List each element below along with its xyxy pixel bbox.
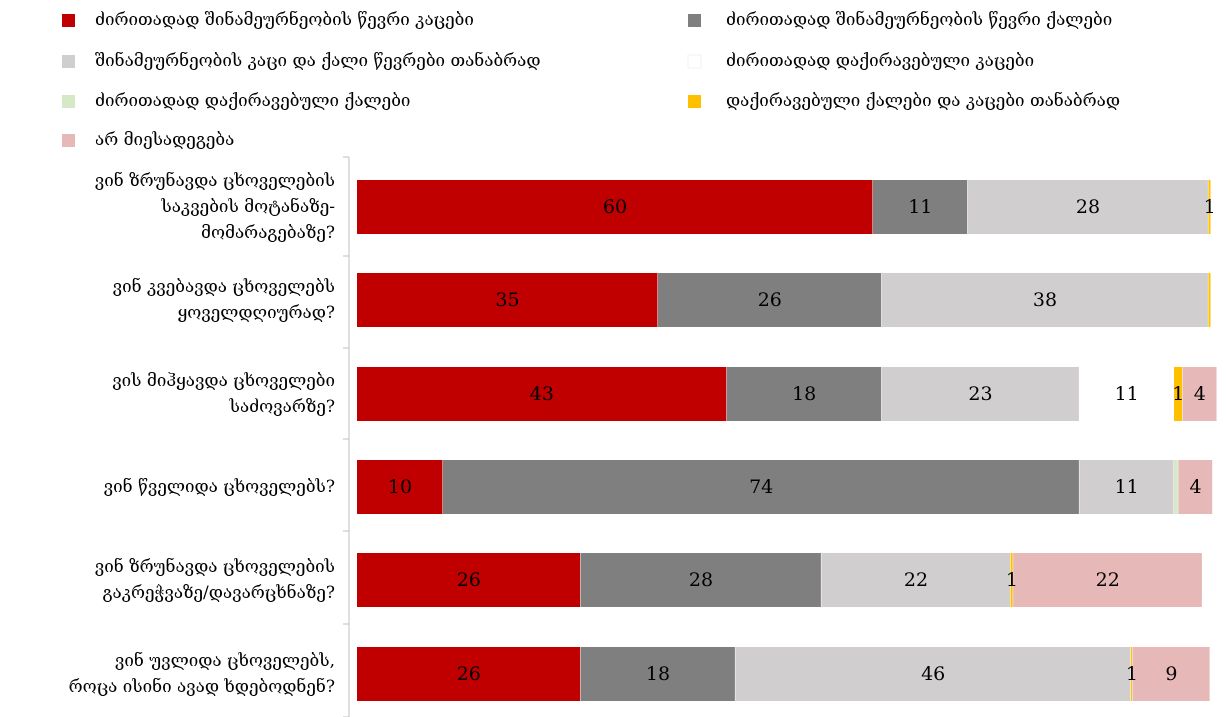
- legend-swatch-5: [688, 95, 701, 108]
- category-label-0-0: ვინ ზრუნავდა ცხოველების: [95, 171, 335, 191]
- bar-segment-5-1: [580, 647, 735, 701]
- category-label-5-1: როცა ისინი ავად ხდებოდნენ?: [69, 677, 335, 697]
- bar-segment-5-2: [735, 647, 1131, 701]
- data-label-4-6: 22: [1096, 569, 1120, 591]
- category-label-2-1: საძოვარზე?: [229, 397, 335, 417]
- bar-segment-1-5: [1208, 273, 1211, 327]
- data-label-4-2: 22: [904, 569, 928, 591]
- bar-segment-3-4: [1174, 460, 1178, 514]
- bar-segment-2-6: [1182, 367, 1217, 421]
- data-label-3-0: 10: [388, 476, 412, 498]
- data-label-2-5: 1: [1172, 383, 1184, 405]
- bar-segment-3-1: [443, 460, 1079, 514]
- legend-swatch-4: [62, 95, 75, 108]
- legend-swatch-1: [688, 14, 701, 27]
- data-label-0-0: 60: [603, 196, 627, 218]
- bar-segment-2-1: [726, 367, 882, 421]
- legend-label-2: შინამეურნეობის კაცი და ქალი წევრები თანა…: [95, 51, 541, 71]
- bar-segment-4-2: [821, 553, 1011, 607]
- legend: ძირითადად შინამეურნეობის წევრი კაცები ძირ…: [62, 10, 1120, 150]
- legend-swatch-3: [687, 54, 702, 69]
- data-label-2-1: 18: [792, 383, 816, 405]
- legend-swatch-6: [62, 134, 75, 147]
- legend-swatch-2: [62, 55, 75, 68]
- category-label-1-1: ყოველდღიურად?: [178, 303, 335, 323]
- category-label-4-0: ვინ ზრუნავდა ცხოველების: [95, 557, 335, 577]
- bar-segment-1-2: [881, 273, 1208, 327]
- data-label-2-3: 11: [1115, 383, 1139, 405]
- bar-segment-1-1: [658, 273, 882, 327]
- legend-label-1: ძირითადად შინამეურნეობის წევრი ქალები: [726, 10, 1112, 30]
- data-label-2-2: 23: [968, 383, 992, 405]
- bar-segment-1-0: [357, 273, 658, 327]
- legend-label-5: დაქირავებული ქალები და კაცები თანაბრად: [726, 91, 1120, 111]
- bar-segment-2-3: [1079, 367, 1174, 421]
- bar-segment-2-2: [881, 367, 1079, 421]
- bar-segment-4-6: [1013, 553, 1202, 607]
- legend-label-3: ძირითადად დაქირავებული კაცები: [726, 51, 1034, 71]
- category-label-2-0: ვის მიჰყავდა ცხოველები: [112, 371, 335, 391]
- data-label-4-0: 26: [457, 569, 481, 591]
- bar-segment-5-5: [1131, 647, 1133, 701]
- bar-segment-4-5: [1010, 553, 1013, 607]
- bar-segment-2-0: [357, 367, 727, 421]
- category-axis-ticks: [343, 156, 349, 717]
- data-label-2-6: 4: [1194, 383, 1206, 405]
- data-label-5-0: 26: [457, 663, 481, 685]
- data-label-3-1: 74: [749, 476, 773, 498]
- bar-segment-2-5: [1174, 367, 1183, 421]
- data-label-0-1: 11: [908, 196, 932, 218]
- bar-segment-3-6: [1178, 460, 1213, 514]
- category-label-1-0: ვინ კვებავდა ცხოველებს: [113, 277, 335, 297]
- bar-segment-3-0: [357, 460, 443, 514]
- legend-label-6: არ მიესადეგება: [95, 130, 234, 150]
- data-label-1-1: 26: [758, 289, 782, 311]
- data-label-5-5: 1: [1126, 663, 1138, 685]
- bar-segment-0-2: [967, 180, 1208, 234]
- data-label-5-1: 18: [646, 663, 670, 685]
- data-label-3-6: 4: [1189, 476, 1201, 498]
- bar-segment-3-2: [1079, 460, 1174, 514]
- data-label-1-0: 35: [495, 289, 519, 311]
- data-label-0-2: 28: [1076, 196, 1100, 218]
- data-label-4-1: 28: [689, 569, 713, 591]
- category-label-5-0: ვინ უვლიდა ცხოველებს,: [115, 651, 335, 671]
- data-label-4-5: 1: [1006, 569, 1018, 591]
- category-label-0-2: მომარაგებაზე?: [201, 223, 335, 243]
- bar-segment-4-0: [357, 553, 581, 607]
- legend-label-0: ძირითადად შინამეურნეობის წევრი კაცები: [95, 10, 474, 30]
- data-label-2-0: 43: [530, 383, 554, 405]
- data-label-1-2: 38: [1033, 289, 1057, 311]
- category-labels: ვინ ზრუნავდა ცხოველების საკვების მოტანაზე…: [69, 171, 335, 697]
- category-label-4-1: გაკრეჭვაზე/დავარცხნაზე?: [103, 583, 335, 603]
- data-label-5-2: 46: [921, 663, 945, 685]
- data-label-0-5: 1: [1204, 196, 1216, 218]
- bar-segment-0-1: [873, 180, 968, 234]
- bar-segment-0-5: [1208, 180, 1211, 234]
- bar-segment-5-0: [357, 647, 581, 701]
- legend-swatch-0: [62, 14, 75, 27]
- bar-segment-0-0: [357, 180, 873, 234]
- category-label-0-1: საკვების მოტანაზე-: [160, 197, 335, 217]
- data-label-5-6: 9: [1165, 663, 1177, 685]
- bar-segment-4-1: [580, 553, 821, 607]
- data-label-3-2: 11: [1115, 476, 1139, 498]
- category-label-3-0: ვინ წველიდა ცხოველებს?: [104, 477, 335, 497]
- legend-label-4: ძირითადად დაქირავებული ქალები: [95, 91, 410, 111]
- bar-segment-5-6: [1132, 647, 1210, 701]
